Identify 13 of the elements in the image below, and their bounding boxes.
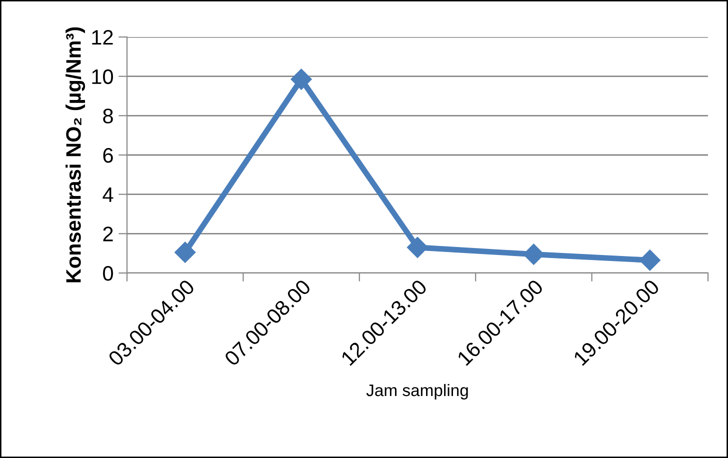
y-axis-title: Konsentrasi NO₂ (µg/Nm³) (66, 27, 86, 282)
y-tick-label: 2 (103, 226, 113, 242)
y-tick-label: 12 (92, 30, 113, 45)
point (174, 242, 196, 263)
y-tick-label: 6 (103, 148, 113, 163)
point (406, 236, 428, 258)
point (639, 250, 660, 271)
y-tick-label: 8 (103, 108, 113, 124)
point (290, 68, 312, 90)
y-tick-label: 4 (102, 188, 114, 202)
y-tick-label: 0 (103, 266, 113, 281)
x-axis-title: Jam sampling (366, 384, 468, 400)
y-tick-label: 10 (92, 69, 113, 84)
